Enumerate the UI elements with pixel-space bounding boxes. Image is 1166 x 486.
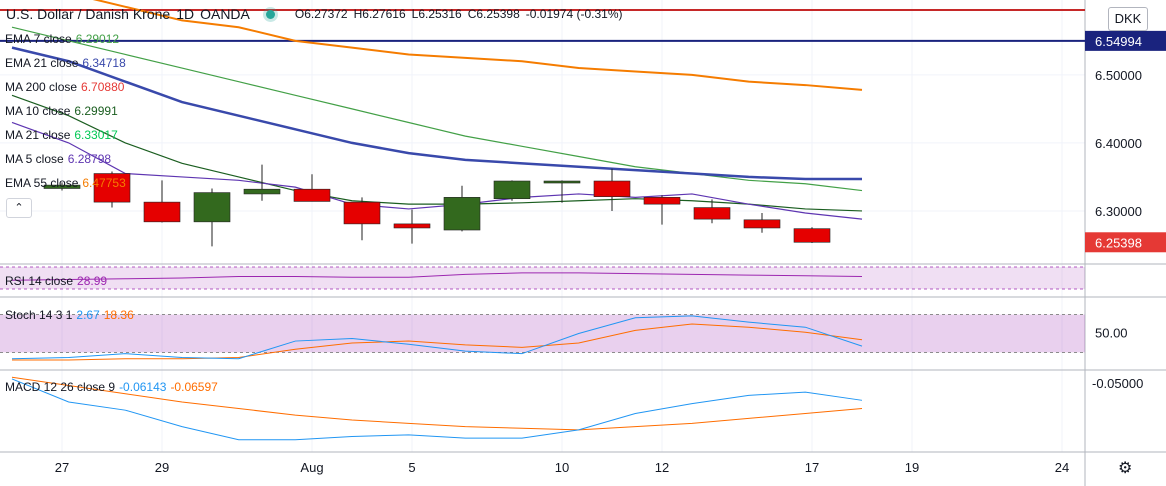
candle-body: [743, 219, 781, 229]
rsi-band: [0, 267, 1085, 289]
indicator-ma5[interactable]: MA 5 close 6.28798: [5, 152, 112, 166]
macd-line: [11, 378, 863, 441]
ohlc-high: H6.27616: [353, 7, 406, 21]
macd-y-tick: -0.05000: [1092, 376, 1143, 391]
stoch-legend[interactable]: Stoch 14 3 1 2.67 18.36: [5, 308, 134, 322]
stoch-k-line: [11, 315, 863, 360]
price-tag-label: 6.54994: [1095, 34, 1142, 49]
candle-body: [293, 188, 331, 202]
candle-body: [643, 197, 681, 205]
x-tick-label: Aug: [300, 460, 323, 475]
x-tick-label: 17: [805, 460, 819, 475]
rsi-legend[interactable]: RSI 14 close 28.99: [5, 274, 108, 288]
candle-body: [693, 207, 731, 220]
indicator-ema55[interactable]: EMA 55 close 6.47753: [5, 176, 126, 190]
x-tick-label: 29: [155, 460, 169, 475]
line-ma10: [11, 94, 863, 212]
macd-signal-line: [11, 376, 863, 431]
stoch-y-tick: 50.00: [1095, 326, 1128, 341]
stoch-d-line: [12, 323, 863, 361]
price-tag: [1085, 232, 1166, 253]
indicator-ma21[interactable]: MA 21 close 6.33017: [5, 128, 118, 142]
candle-body: [143, 201, 181, 223]
indicator-ma200[interactable]: MA 200 close 6.70880: [5, 80, 125, 94]
source-label: OANDA: [200, 6, 250, 22]
price-tag: [1085, 30, 1166, 51]
line-ema55: [92, 0, 863, 91]
line-ma5: [11, 121, 863, 220]
candle-body: [43, 184, 81, 189]
ohlc-change: -0.01974 (-0.31%): [525, 7, 623, 21]
symbol-header: U.S. Dollar / Danish Krone 1D OANDA O6.2…: [6, 6, 623, 22]
x-tick-label: 19: [905, 460, 919, 475]
y-tick-label: 6.40000: [1095, 136, 1142, 151]
currency-button[interactable]: DKK: [1108, 7, 1148, 31]
indicator-ema7[interactable]: EMA 7 close 6.29012: [5, 32, 120, 46]
ohlc-low: L6.25316: [411, 7, 462, 21]
symbol-title: U.S. Dollar / Danish Krone: [6, 6, 171, 22]
collapse-legend-button[interactable]: ⌃: [6, 198, 32, 218]
candle-body: [343, 201, 381, 225]
candle-body: [543, 180, 581, 184]
macd-legend[interactable]: MACD 12 26 close 9 -0.06143 -0.06597: [5, 380, 218, 394]
candle-body: [493, 180, 531, 200]
x-tick-label: 10: [555, 460, 569, 475]
settings-gear-icon[interactable]: ⚙: [1118, 460, 1133, 477]
price-tag-label: 6.25398: [1095, 235, 1142, 250]
candle-body: [193, 192, 231, 223]
candle-body: [93, 173, 131, 203]
y-tick-label: 6.30000: [1095, 204, 1142, 219]
indicator-ma10[interactable]: MA 10 close 6.29991: [5, 104, 118, 118]
market-status-icon: [265, 9, 275, 19]
line-ema21: [11, 46, 862, 181]
candle-body: [593, 180, 631, 197]
line-ema7: [11, 26, 863, 192]
rsi-line: [11, 272, 863, 281]
x-tick-label: 24: [1055, 460, 1069, 475]
y-tick-label: 6.50000: [1095, 68, 1142, 83]
candle-body: [793, 228, 831, 243]
indicator-ema21[interactable]: EMA 21 close 6.34718: [5, 56, 126, 70]
x-tick-label: 12: [655, 460, 669, 475]
ohlc-close: C6.25398: [467, 7, 520, 21]
candle-body: [443, 197, 481, 231]
x-tick-label: 27: [55, 460, 69, 475]
x-tick-label: 5: [408, 460, 415, 475]
candle-body: [393, 223, 431, 229]
candle-body: [243, 188, 281, 195]
interval-label[interactable]: 1D: [176, 6, 195, 22]
ohlc-open: O6.27372: [294, 7, 348, 21]
